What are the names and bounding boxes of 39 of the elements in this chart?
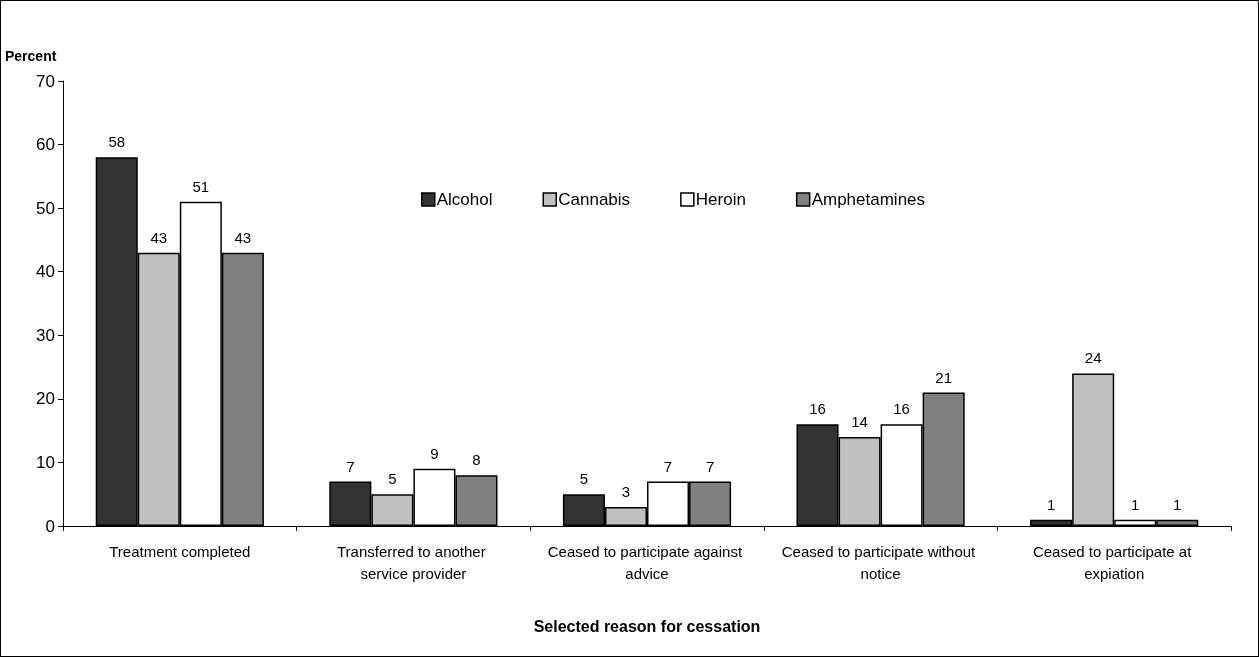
y-tick-label: 70	[36, 71, 55, 91]
data-label: 16	[809, 400, 826, 418]
y-axis-title: Percent	[5, 48, 57, 64]
x-tick-label: Ceased to participate without notice	[781, 542, 980, 582]
x-tick-label: Transferred to another service provider	[336, 542, 490, 582]
data-label: 5	[579, 470, 589, 488]
x-tick-label: Ceased to participate at expiation	[1032, 542, 1196, 582]
legend-label: Heroin	[695, 190, 746, 209]
data-label: 16	[893, 400, 910, 418]
data-label: 51	[192, 177, 210, 195]
data-label: 14	[851, 413, 868, 430]
data-label: 58	[108, 133, 126, 151]
data-label: 8	[472, 451, 481, 469]
y-tick-label: 20	[36, 389, 55, 409]
legend-label: Alcohol	[436, 190, 493, 209]
legend-label: Cannabis	[558, 190, 631, 209]
legend-label: Amphetamines	[811, 190, 926, 209]
data-label: 1	[1046, 495, 1056, 513]
y-tick-label: 60	[36, 135, 55, 155]
data-label: 21	[935, 368, 953, 386]
data-label: 3	[621, 482, 631, 500]
data-label: 7	[346, 457, 355, 475]
data-label: 1	[1131, 495, 1140, 513]
y-tick-label: 50	[36, 198, 55, 218]
data-label: 24	[1084, 349, 1102, 367]
data-label: 7	[705, 457, 715, 475]
y-tick-label: 40	[36, 262, 55, 282]
y-tick-label: 0	[45, 516, 55, 536]
data-label: 9	[430, 444, 439, 462]
x-tick-label: Treatment completed	[109, 542, 251, 560]
data-label: 1	[1173, 495, 1182, 513]
y-tick-label: 10	[36, 452, 55, 472]
data-label: 43	[234, 228, 252, 246]
data-label: 43	[150, 228, 168, 246]
data-label: 7	[663, 457, 673, 475]
data-label: 5	[388, 470, 397, 488]
y-tick-label: 30	[36, 325, 55, 345]
x-axis-title: Selected reason for cessation	[533, 617, 761, 635]
x-tick-label: Ceased to participate against advice	[547, 542, 747, 582]
